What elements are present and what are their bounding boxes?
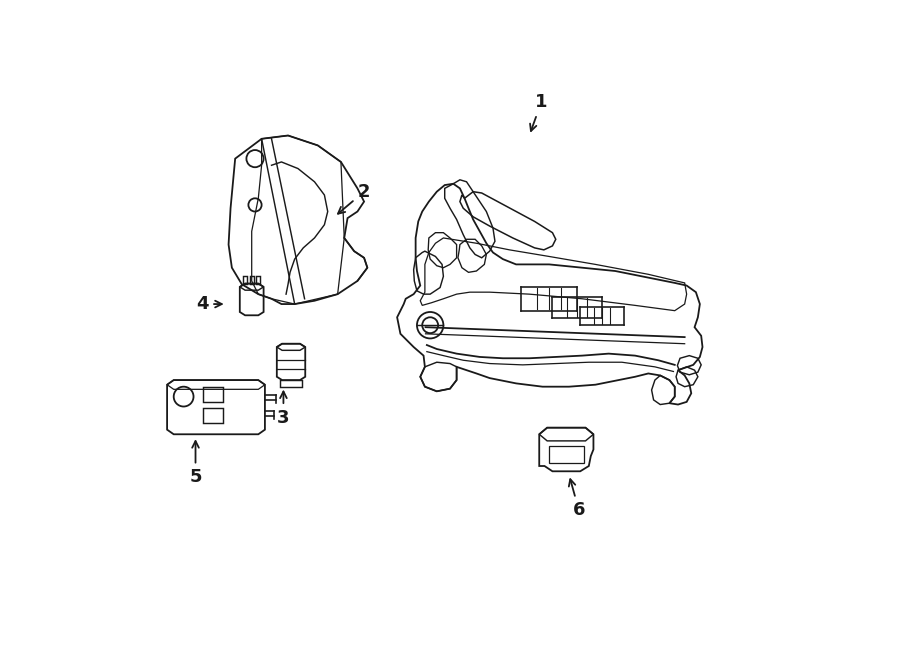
Text: 2: 2	[338, 182, 370, 214]
Text: 3: 3	[277, 391, 290, 427]
Text: 4: 4	[196, 295, 221, 313]
Text: 5: 5	[189, 441, 202, 486]
Text: 1: 1	[530, 93, 547, 131]
Text: 6: 6	[569, 479, 585, 520]
